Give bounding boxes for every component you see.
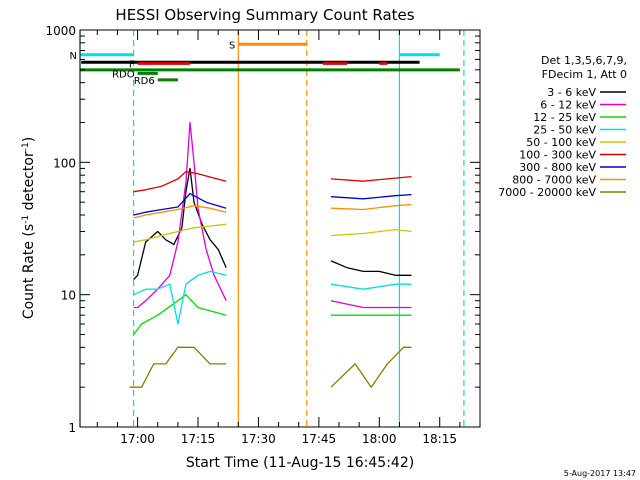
series-6-line-1 (330, 193, 412, 200)
y-tick-label-0: 1 (68, 421, 76, 435)
series-8-line-1 (330, 346, 412, 388)
legend-label-4: 50 - 100 keV (526, 136, 596, 149)
x-tick-label-1: 17:15 (181, 432, 216, 446)
series-3-line-0 (133, 270, 227, 325)
y-label-end: ) (21, 137, 37, 142)
series-5-line-1 (330, 175, 412, 182)
series-1-line-0 (133, 121, 227, 309)
y-label-exp1: -1 (21, 215, 31, 224)
series-8-line-0 (129, 346, 227, 388)
x-tick-label-2: 17:30 (241, 432, 276, 446)
legend-label-0: 3 - 6 keV (547, 86, 596, 99)
series-1-line-1 (330, 300, 412, 309)
legend-label-1: 6 - 12 keV (540, 99, 596, 112)
series-2-line-0 (133, 294, 227, 335)
x-tick-label-0: 17:00 (120, 432, 155, 446)
legend: Det 1,3,5,6,7,9, FDecim 1, Att 0 3 - 6 k… (498, 54, 627, 199)
series-lines (129, 121, 412, 388)
series-5-line-0 (133, 171, 227, 193)
series-4-line-1 (330, 228, 412, 237)
legend-label-3: 25 - 50 keV (533, 124, 596, 137)
y-label-mid: detector (21, 151, 37, 215)
x-axis-label: Start Time (11-Aug-15 16:45:42) (186, 455, 414, 471)
y-axis-label: Count Rate (s-1 detector-1) (21, 137, 37, 319)
status-bar-label-0: N (70, 51, 77, 62)
series-7-line-1 (330, 203, 412, 211)
y-tick-label-1: 10 (61, 289, 76, 303)
legend-header-line2: FDecim 1, Att 0 (542, 68, 627, 81)
legend-label-8: 7000 - 20000 keV (498, 186, 596, 199)
series-0-line-1 (330, 260, 412, 276)
status-bar-label-5: RD6 (134, 76, 155, 87)
legend-label-7: 800 - 7000 keV (512, 174, 596, 187)
y-tick-label-3: 1000 (45, 24, 76, 38)
x-tick-label-3: 17:45 (302, 432, 337, 446)
y-axis: 1 10 100 1000 (45, 24, 480, 435)
y-tick-label-2: 100 (53, 156, 76, 170)
series-3-line-1 (330, 283, 412, 290)
series-4-line-0 (133, 223, 227, 243)
legend-label-6: 300 - 800 keV (519, 161, 596, 174)
series-0-line-0 (133, 167, 227, 281)
y-label-main: Count Rate (s (21, 224, 37, 319)
x-tick-label-4: 18:00 (362, 432, 397, 446)
timestamp: 5-Aug-2017 13:47 (564, 469, 636, 478)
status-bar-label-2: S (229, 40, 235, 51)
chart-title: HESSI Observing Summary Count Rates (115, 6, 414, 24)
status-bar-label-3: F (129, 59, 135, 70)
y-label-exp2: -1 (21, 142, 31, 151)
series-6-line-0 (133, 192, 227, 216)
legend-label-5: 100 - 300 keV (519, 149, 596, 162)
x-tick-label-5: 18:15 (422, 432, 457, 446)
legend-header-line1: Det 1,3,5,6,7,9, (541, 54, 627, 67)
status-bar-label-6: RDO (112, 69, 135, 80)
plot-frame (79, 29, 481, 428)
x-axis: 17:00 17:15 17:30 17:45 18:00 18:15 (96, 30, 481, 446)
series-7-line-0 (133, 205, 227, 219)
legend-label-2: 12 - 25 keV (533, 111, 596, 124)
